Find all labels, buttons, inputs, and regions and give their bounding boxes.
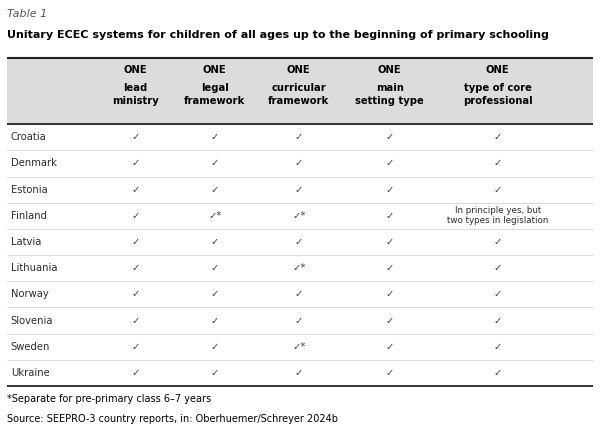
Text: ✓: ✓ (131, 132, 140, 142)
Text: ✓: ✓ (211, 368, 219, 378)
Text: ✓*: ✓* (292, 342, 305, 352)
Text: ✓: ✓ (295, 132, 303, 142)
Text: ✓: ✓ (386, 184, 394, 195)
Text: ONE: ONE (378, 65, 401, 75)
Text: ✓: ✓ (131, 211, 140, 221)
Text: ✓: ✓ (211, 132, 219, 142)
Text: type of core
professional: type of core professional (463, 83, 533, 106)
Text: ✓: ✓ (131, 237, 140, 247)
Text: Croatia: Croatia (11, 132, 47, 142)
Text: ONE: ONE (287, 65, 311, 75)
Text: In principle yes, but
two types in legislation: In principle yes, but two types in legis… (447, 206, 548, 226)
Text: legal
framework: legal framework (184, 83, 245, 106)
Text: ✓: ✓ (211, 158, 219, 168)
Text: ✓: ✓ (494, 342, 502, 352)
Text: ✓: ✓ (494, 237, 502, 247)
Text: ONE: ONE (203, 65, 227, 75)
Text: Denmark: Denmark (11, 158, 56, 168)
Text: ✓: ✓ (295, 237, 303, 247)
Text: ✓: ✓ (211, 237, 219, 247)
Text: ✓: ✓ (295, 158, 303, 168)
Text: ✓: ✓ (131, 368, 140, 378)
Text: ONE: ONE (486, 65, 509, 75)
Text: *Separate for pre-primary class 6–7 years: *Separate for pre-primary class 6–7 year… (7, 394, 211, 404)
Text: ✓: ✓ (494, 158, 502, 168)
Text: ✓: ✓ (494, 289, 502, 299)
Text: ✓*: ✓* (292, 263, 305, 273)
Text: Finland: Finland (11, 211, 47, 221)
Text: Ukraine: Ukraine (11, 368, 50, 378)
Text: Sweden: Sweden (11, 342, 50, 352)
Bar (7, 58, 593, 124)
Text: Unitary ECEC systems for children of all ages up to the beginning of primary sch: Unitary ECEC systems for children of all… (7, 30, 549, 40)
Text: ✓: ✓ (211, 315, 219, 326)
Text: Slovenia: Slovenia (11, 315, 53, 326)
Text: ✓: ✓ (295, 289, 303, 299)
Text: ✓: ✓ (494, 315, 502, 326)
Text: Norway: Norway (11, 289, 49, 299)
Text: ✓: ✓ (494, 184, 502, 195)
Text: ✓: ✓ (386, 368, 394, 378)
Text: Latvia: Latvia (11, 237, 41, 247)
Text: ✓: ✓ (211, 263, 219, 273)
Text: ✓: ✓ (211, 289, 219, 299)
Text: ✓: ✓ (494, 132, 502, 142)
Text: ✓: ✓ (386, 342, 394, 352)
Text: ✓: ✓ (494, 263, 502, 273)
Text: ✓: ✓ (131, 315, 140, 326)
Text: ✓: ✓ (295, 368, 303, 378)
Text: ✓: ✓ (131, 289, 140, 299)
Text: ✓: ✓ (295, 184, 303, 195)
Text: ✓*: ✓* (292, 211, 305, 221)
Text: ✓: ✓ (211, 342, 219, 352)
Text: ✓: ✓ (131, 263, 140, 273)
Text: ✓: ✓ (386, 211, 394, 221)
Text: ✓*: ✓* (208, 211, 221, 221)
Text: ✓: ✓ (386, 132, 394, 142)
Text: ✓: ✓ (386, 263, 394, 273)
Text: Lithuania: Lithuania (11, 263, 58, 273)
Text: ✓: ✓ (131, 342, 140, 352)
Text: ✓: ✓ (386, 237, 394, 247)
Text: lead
ministry: lead ministry (112, 83, 159, 106)
Text: ONE: ONE (124, 65, 148, 75)
Text: ✓: ✓ (131, 184, 140, 195)
Text: ✓: ✓ (386, 158, 394, 168)
Text: Table 1: Table 1 (7, 9, 47, 19)
Text: Source: SEEPRO-3 country reports, in: Oberhuemer/Schreyer 2024b: Source: SEEPRO-3 country reports, in: Ob… (7, 414, 338, 424)
Text: ✓: ✓ (386, 315, 394, 326)
Text: main
setting type: main setting type (355, 83, 424, 106)
Text: ✓: ✓ (131, 158, 140, 168)
Text: ✓: ✓ (211, 184, 219, 195)
Text: curricular
framework: curricular framework (268, 83, 329, 106)
Text: ✓: ✓ (295, 315, 303, 326)
Text: ✓: ✓ (494, 368, 502, 378)
Text: ✓: ✓ (386, 289, 394, 299)
Text: Estonia: Estonia (11, 184, 47, 195)
